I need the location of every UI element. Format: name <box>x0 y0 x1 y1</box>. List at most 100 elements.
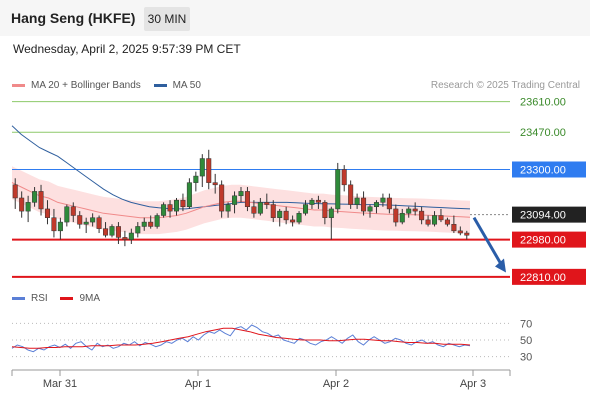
legend-label-ma20: MA 20 + Bollinger Bands <box>31 80 141 91</box>
candle-body <box>348 184 354 205</box>
forecast-arrow-shaft <box>472 216 505 269</box>
ma20-swatch <box>12 83 25 87</box>
candle-body <box>354 197 360 205</box>
candle-body <box>83 221 89 225</box>
candle-body <box>328 208 334 218</box>
candle-body <box>419 210 425 221</box>
rsi-swatch <box>12 296 25 300</box>
candle-body <box>19 197 25 212</box>
legend-item-ma20: MA 20 + Bollinger Bands <box>12 80 141 91</box>
candle-body <box>96 217 102 229</box>
level-23300.00: 23300.00 <box>12 161 586 178</box>
candle-body <box>309 199 315 205</box>
candle-body <box>406 208 412 214</box>
candle-body <box>432 215 438 225</box>
level-label: 23470.00 <box>520 127 566 139</box>
candle-body <box>90 217 96 223</box>
candle-body <box>219 184 225 212</box>
level-23610.00: 23610.00 <box>12 97 566 109</box>
candle-body <box>44 208 50 218</box>
candle-body <box>277 210 283 218</box>
candle-body <box>386 197 392 210</box>
candle-body <box>186 182 192 207</box>
candle-body <box>290 219 296 223</box>
candle-body <box>251 206 257 214</box>
candle-body <box>109 226 115 236</box>
candle-body <box>225 204 231 212</box>
candle-body <box>12 184 18 199</box>
candle-body <box>25 202 31 212</box>
legend-label-9ma: 9MA <box>79 293 101 304</box>
candle-body <box>302 204 309 214</box>
candle-body <box>425 219 431 225</box>
candle-body <box>373 202 379 207</box>
candle-body <box>451 224 457 232</box>
candle-body <box>264 202 270 205</box>
candle-body <box>393 208 399 223</box>
chart-header: Hang Seng (HKFE) 30 MIN <box>0 0 590 36</box>
candle-body <box>141 221 147 227</box>
candle-body <box>335 169 341 210</box>
candle-body <box>212 182 218 186</box>
instrument-title: Hang Seng (HKFE) <box>11 10 136 26</box>
ma9-swatch <box>60 296 74 300</box>
candle-body <box>296 213 302 223</box>
x-tick-label: Apr 3 <box>460 378 486 390</box>
candle-body <box>77 215 83 225</box>
level-tag <box>512 206 586 223</box>
legend-label-rsi: RSI <box>31 293 48 304</box>
candle-body <box>341 169 347 186</box>
candle-body <box>70 206 76 216</box>
candle-body <box>199 158 205 177</box>
level-23094.00: 23094.00 <box>470 206 586 223</box>
level-label: 23300.00 <box>520 164 566 176</box>
level-label: 22810.00 <box>520 272 566 284</box>
candle-body <box>315 199 321 203</box>
rsi-tick-label: 30 <box>520 352 532 364</box>
forecast-arrow-head <box>495 258 506 273</box>
rsi-tick-label: 50 <box>520 335 532 347</box>
timeframe-button[interactable]: 30 MIN <box>144 7 190 31</box>
candle-body <box>412 208 418 212</box>
candle-body <box>115 226 121 238</box>
candle-body <box>244 191 250 207</box>
candle-body <box>367 206 373 212</box>
legend-label-ma50: MA 50 <box>172 80 201 91</box>
rsi-line <box>11 324 471 353</box>
candle-body <box>32 191 38 203</box>
rsi-ma9-line <box>11 327 471 349</box>
rsi-legend: RSI 9MA <box>12 293 110 304</box>
timestamp-label: Wednesday, April 2, 2025 9:57:39 PM CET <box>13 42 241 56</box>
candle-body <box>361 197 367 212</box>
candle-body <box>154 215 160 227</box>
candle-body <box>270 204 276 218</box>
x-tick-label: Apr 1 <box>185 378 211 390</box>
level-label: 22980.00 <box>520 235 566 247</box>
candle-body <box>57 221 63 232</box>
candle-body <box>161 204 167 216</box>
candle-body <box>148 221 154 227</box>
candle-body <box>128 232 134 240</box>
candle-body <box>38 191 44 210</box>
candle-body <box>238 191 244 197</box>
candle-body <box>135 226 141 234</box>
ma50-swatch <box>153 83 167 87</box>
candle-body <box>206 158 212 183</box>
copyright-text: Research © 2025 Trading Central <box>430 80 580 91</box>
candle-body <box>380 197 386 203</box>
level-23470.00: 23470.00 <box>12 127 566 139</box>
price-legend: MA 20 + Bollinger Bands MA 50 <box>12 80 211 91</box>
candles-group <box>12 149 470 247</box>
level-label: 23610.00 <box>520 97 566 109</box>
candle-body <box>51 217 57 232</box>
candle-body <box>232 195 238 205</box>
candle-body <box>444 219 450 225</box>
candle-body <box>103 228 109 236</box>
candle-body <box>283 210 289 221</box>
candle-body <box>193 175 199 183</box>
rsi-tick-label: 70 <box>520 318 532 330</box>
candle-body <box>122 237 128 240</box>
candle-body <box>64 206 70 223</box>
x-tick-label: Mar 31 <box>43 378 77 390</box>
